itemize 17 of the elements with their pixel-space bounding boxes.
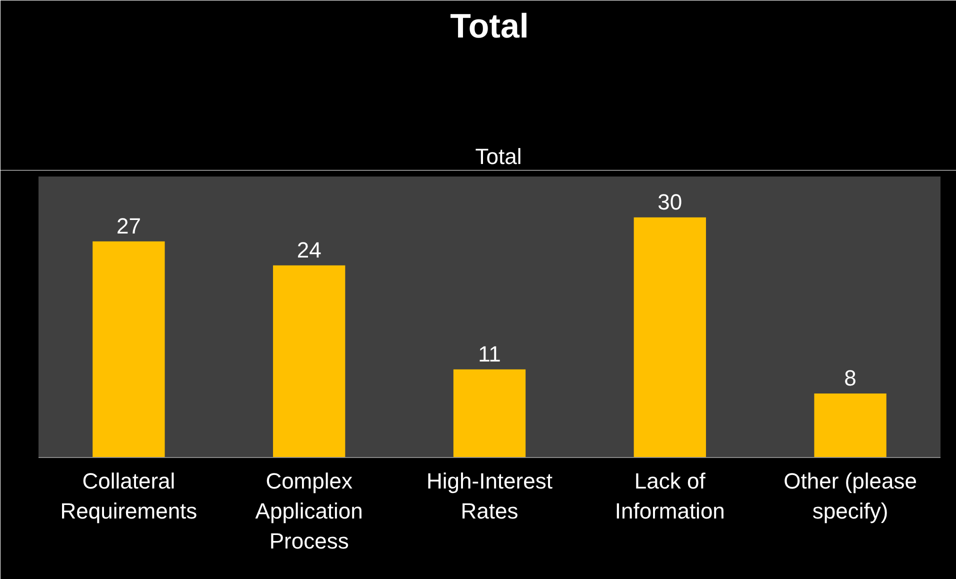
x-tick-label: Lack of Information — [614, 468, 725, 524]
bar — [92, 241, 165, 458]
x-tick-label: Collateral Requirements — [60, 468, 198, 524]
bar — [814, 393, 886, 458]
x-tick-label: Complex Application Process — [255, 468, 363, 554]
data-label: 24 — [296, 237, 322, 262]
x-tick-label: Other (please specify) — [784, 468, 917, 524]
data-label: 11 — [478, 341, 501, 366]
bar — [634, 217, 706, 458]
data-label: 30 — [658, 189, 682, 214]
data-label: 27 — [116, 213, 141, 238]
bar — [453, 369, 526, 458]
bar — [273, 265, 346, 458]
x-tick-label: High-Interest Rates — [426, 468, 552, 524]
text: Total — [475, 144, 522, 170]
chart-title: Total — [450, 8, 529, 46]
data-label: 8 — [844, 365, 856, 390]
